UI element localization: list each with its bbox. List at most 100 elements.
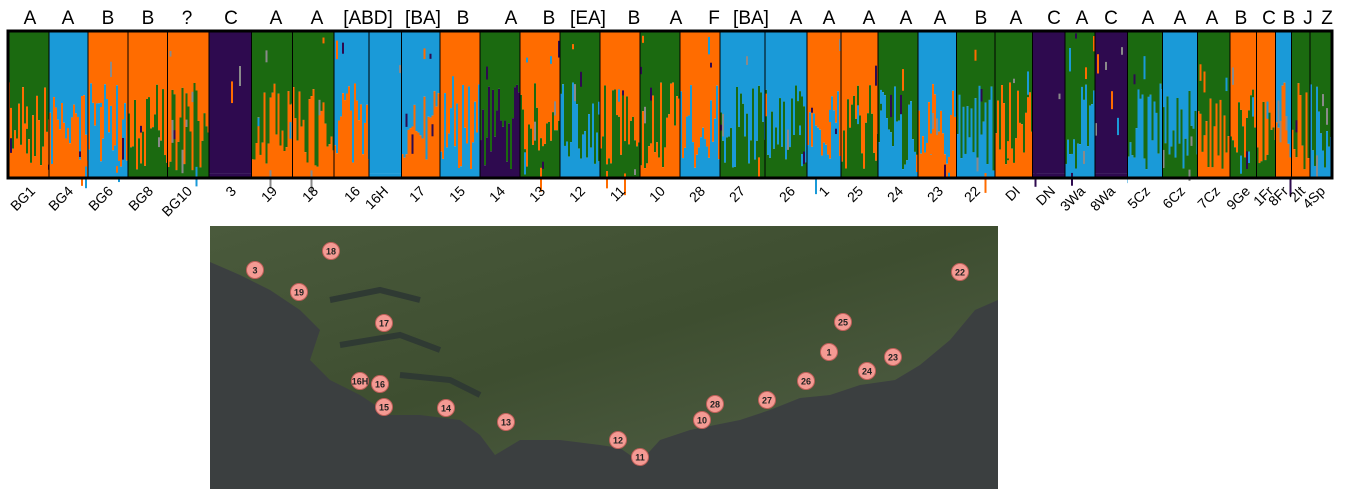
ancestry-bar [83, 31, 85, 95]
ancestry-bar [702, 128, 704, 178]
ancestry-bar [358, 31, 360, 120]
ancestry-bar [134, 31, 136, 100]
ancestry-bar [102, 31, 104, 139]
ancestry-bar [235, 31, 237, 174]
ancestry-bar [1007, 141, 1009, 158]
ancestry-bar [280, 31, 282, 145]
ancestry-bar [1318, 112, 1320, 178]
ancestry-bar [682, 158, 684, 178]
ancestry-bar [1115, 31, 1117, 174]
ancestry-bar [1134, 158, 1136, 178]
cluster-label: [BA] [405, 8, 441, 29]
ancestry-bar [352, 31, 354, 163]
ancestry-bar [146, 31, 148, 99]
population-label: 13 [526, 183, 548, 205]
ancestry-bar [98, 103, 100, 178]
ancestry-bar [144, 166, 146, 178]
marker-label: 11 [635, 453, 645, 463]
ancestry-bar [562, 31, 564, 84]
ancestry-bar [1304, 31, 1306, 169]
ancestry-bar [422, 31, 424, 139]
ancestry-bar [1123, 31, 1125, 174]
ancestry-bar [1111, 91, 1113, 109]
ancestry-bar [1045, 31, 1047, 174]
ancestry-bar [588, 114, 590, 178]
ancestry-bar [851, 31, 853, 105]
ancestry-bar [243, 31, 245, 174]
ancestry-bar [906, 160, 908, 178]
ancestry-bar [756, 31, 758, 141]
ancestry-bar [1265, 31, 1267, 160]
ancestry-bar [1083, 31, 1085, 100]
ancestry-bar [1286, 126, 1288, 178]
ancestry-bar [983, 31, 985, 122]
ancestry-bar [728, 137, 730, 178]
ancestry-bar [268, 144, 270, 178]
cluster-label: C [1104, 8, 1118, 29]
ancestry-bar [46, 31, 48, 132]
ancestry-bar [580, 31, 582, 159]
ancestry-bar [1107, 31, 1109, 174]
ancestry-bar [176, 31, 178, 170]
ancestry-bar [10, 31, 12, 108]
ancestry-bar [732, 167, 734, 178]
cluster-label: J [1303, 8, 1313, 29]
ancestry-bar [1271, 130, 1273, 178]
ancestry-bar [829, 110, 831, 122]
ancestry-bar [1269, 113, 1271, 178]
ancestry-bar [299, 31, 301, 92]
ancestry-bar [1191, 31, 1193, 126]
ancestry-bar [536, 108, 538, 178]
ancestry-bar [1013, 31, 1015, 163]
marker-label: 24 [862, 367, 872, 377]
ancestry-bar [237, 31, 239, 174]
ancestry-bar [512, 118, 514, 178]
cluster-label: C [224, 8, 238, 29]
ancestry-bar [188, 31, 190, 107]
ancestry-bar [158, 31, 160, 130]
ancestry-bar [274, 84, 276, 178]
ancestry-bar [602, 136, 604, 178]
cluster-label: B [142, 8, 155, 29]
ancestry-bar [116, 31, 118, 85]
ancestry-bar [1195, 90, 1197, 111]
ancestry-bar [504, 121, 506, 178]
ancestry-bar [769, 158, 771, 178]
ancestry-bar [566, 141, 568, 178]
ancestry-bar [338, 120, 340, 178]
ancestry-bar [42, 147, 44, 178]
ancestry-bar [578, 31, 580, 149]
ancestry-bar [1252, 97, 1254, 116]
ancestry-bar [908, 31, 910, 105]
ancestry-bar [498, 31, 500, 89]
ancestry-bar [438, 93, 440, 178]
ancestry-bar [888, 130, 890, 178]
ancestry-bar [75, 31, 77, 113]
ancestry-bar [1214, 31, 1216, 126]
marker-label: 26 [801, 377, 811, 387]
ancestry-bar [873, 153, 875, 178]
ancestry-bar [809, 112, 811, 178]
cluster-label: [ABD] [343, 8, 393, 29]
ancestry-bar [20, 31, 22, 145]
ancestry-bar [544, 31, 546, 144]
ancestry-bar [336, 153, 338, 178]
ancestry-bar [554, 101, 556, 115]
ancestry-bar [791, 98, 793, 178]
ancestry-bar [67, 31, 69, 128]
ancestry-bar [618, 117, 620, 178]
ancestry-bar [1278, 100, 1280, 123]
ancestry-bar [262, 31, 264, 143]
ancestry-bar [612, 31, 614, 90]
ancestry-bar [865, 123, 867, 178]
ancestry-bar [1263, 102, 1265, 178]
ancestry-bar [498, 89, 500, 178]
ancestry-bar [319, 31, 321, 100]
ancestry-bar [424, 48, 426, 59]
ancestry-bar [837, 91, 839, 178]
ancestry-bar [438, 31, 440, 93]
ancestry-bar [973, 152, 975, 175]
ancestry-bar [323, 38, 325, 44]
ancestry-bar [116, 166, 118, 173]
ancestry-bar [930, 155, 932, 178]
